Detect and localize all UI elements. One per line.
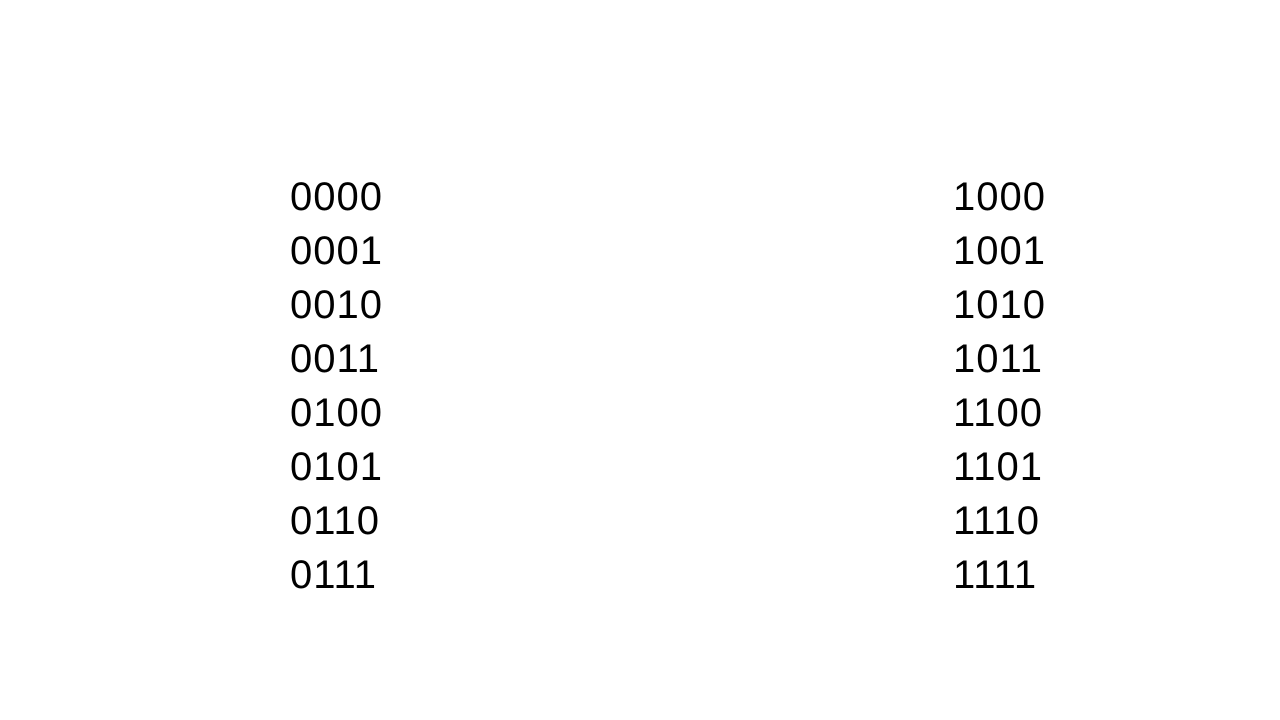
binary-value: 1110: [953, 494, 1046, 548]
binary-value: 0011: [290, 332, 383, 386]
binary-table: 0000 0001 0010 0011 0100 0101 0110 0111 …: [0, 170, 1280, 602]
left-column: 0000 0001 0010 0011 0100 0101 0110 0111: [290, 170, 383, 602]
binary-value: 1010: [953, 278, 1046, 332]
binary-value: 0001: [290, 224, 383, 278]
binary-value: 1101: [953, 440, 1046, 494]
binary-value: 0110: [290, 494, 383, 548]
binary-value: 1100: [953, 386, 1046, 440]
binary-value: 0010: [290, 278, 383, 332]
right-column: 1000 1001 1010 1011 1100 1101 1110 1111: [953, 170, 1046, 602]
binary-value: 0111: [290, 548, 383, 602]
binary-value: 0100: [290, 386, 383, 440]
binary-value: 1000: [953, 170, 1046, 224]
binary-value: 1011: [953, 332, 1046, 386]
binary-value: 1001: [953, 224, 1046, 278]
binary-value: 1111: [953, 548, 1046, 602]
binary-value: 0101: [290, 440, 383, 494]
binary-value: 0000: [290, 170, 383, 224]
